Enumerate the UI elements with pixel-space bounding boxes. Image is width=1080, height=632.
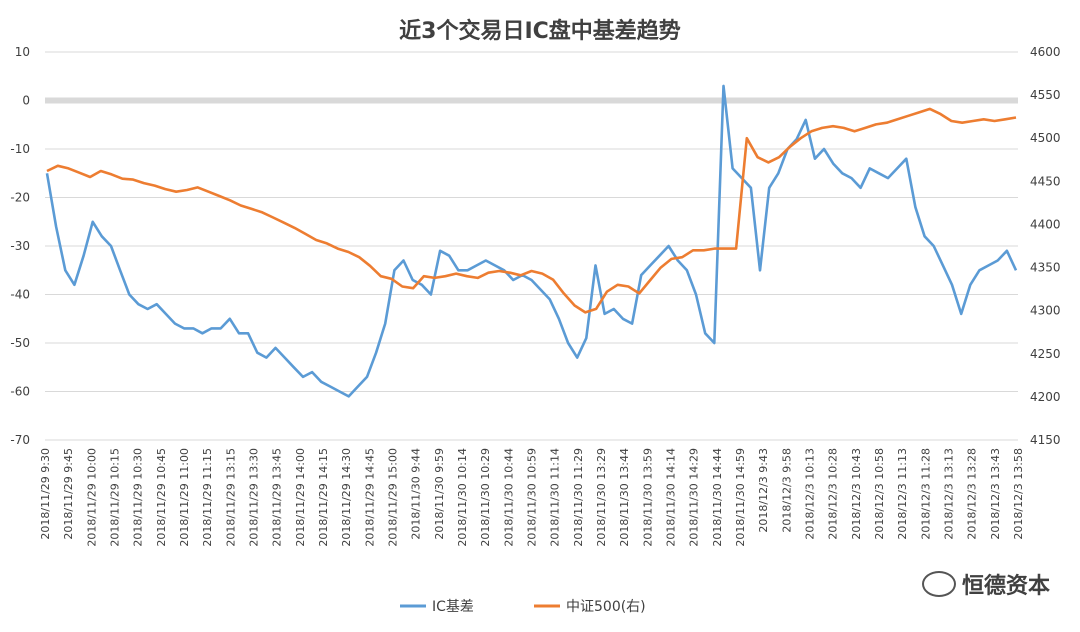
y-right-tick-2: 4500 xyxy=(1030,131,1061,145)
x-tick-label-42: 2018/12/3 13:58 xyxy=(1012,448,1025,540)
y-right-tick-0: 4600 xyxy=(1030,45,1061,59)
wechat-moments-icon xyxy=(921,571,956,597)
x-axis: 2018/11/29 9:30 2018/11/29 9:45 2018/11/29… xyxy=(39,448,1025,547)
y-right-tick-4: 4400 xyxy=(1030,217,1061,231)
x-tick-label-16: 2018/11/30 9:44 xyxy=(410,448,423,540)
y-left-tick-3: -20 xyxy=(10,191,30,205)
x-tick-label-22: 2018/11/30 11:14 xyxy=(549,448,562,547)
y-axis-left: 10 0 -10 -20 -30 -40 -50 -60 -70 xyxy=(10,45,30,447)
y-left-tick-1: 0 xyxy=(22,94,30,108)
chart-title: 近3个交易日IC盘中基差趋势 xyxy=(399,18,681,44)
x-tick-label-25: 2018/11/30 13:44 xyxy=(618,448,631,547)
x-tick-label-21: 2018/11/30 10:59 xyxy=(526,448,539,547)
series-lines xyxy=(45,84,1018,398)
x-tick-label-12: 2018/11/29 14:15 xyxy=(317,448,330,547)
y-right-tick-6: 4300 xyxy=(1030,304,1061,318)
x-tick-label-33: 2018/12/3 10:13 xyxy=(804,448,817,540)
x-tick-label-34: 2018/12/3 10:28 xyxy=(827,448,840,540)
x-tick-label-18: 2018/11/30 10:14 xyxy=(456,448,469,547)
x-tick-label-6: 2018/11/29 11:00 xyxy=(178,448,191,547)
x-tick-label-15: 2018/11/29 15:00 xyxy=(387,448,400,547)
y-left-tick-8: -70 xyxy=(10,433,30,447)
x-tick-label-19: 2018/11/30 10:29 xyxy=(479,448,492,547)
x-tick-label-2: 2018/11/29 10:00 xyxy=(85,448,98,547)
x-tick-label-8: 2018/11/29 13:15 xyxy=(224,448,237,547)
legend-label-index: 中证500(右) xyxy=(566,599,646,615)
x-tick-label-0: 2018/11/29 9:30 xyxy=(39,448,52,540)
y-right-tick-1: 4550 xyxy=(1030,88,1061,102)
x-tick-label-37: 2018/12/3 11:13 xyxy=(896,448,909,540)
gridlines xyxy=(45,51,1018,441)
x-tick-label-23: 2018/11/30 11:29 xyxy=(572,448,585,547)
x-tick-label-28: 2018/11/30 14:29 xyxy=(688,448,701,547)
x-tick-label-10: 2018/11/29 13:45 xyxy=(271,448,284,547)
x-tick-label-41: 2018/12/3 13:43 xyxy=(989,448,1002,540)
x-tick-label-5: 2018/11/29 10:45 xyxy=(155,448,168,547)
x-tick-label-20: 2018/11/30 10:44 xyxy=(502,448,515,547)
x-tick-label-30: 2018/11/30 14:59 xyxy=(734,448,747,547)
x-tick-label-32: 2018/12/3 9:58 xyxy=(780,448,793,533)
x-tick-label-31: 2018/12/3 9:43 xyxy=(757,448,770,533)
x-tick-label-26: 2018/11/30 13:59 xyxy=(641,448,654,547)
y-left-tick-6: -50 xyxy=(10,336,30,350)
y-right-tick-8: 4200 xyxy=(1030,390,1061,404)
x-tick-label-40: 2018/12/3 13:28 xyxy=(966,448,979,540)
x-tick-label-9: 2018/11/29 13:30 xyxy=(248,448,261,547)
legend-label-basis: IC基差 xyxy=(432,598,474,615)
x-tick-label-1: 2018/11/29 9:45 xyxy=(62,448,75,540)
watermark-text: 恒德资本 xyxy=(961,574,1050,599)
y-right-tick-9: 4150 xyxy=(1030,433,1061,447)
series-line-0 xyxy=(45,84,1018,398)
x-tick-label-27: 2018/11/30 14:14 xyxy=(665,448,678,547)
legend: IC基差 中证500(右) xyxy=(400,598,646,615)
x-tick-label-7: 2018/11/29 11:15 xyxy=(201,448,214,547)
y-right-tick-5: 4350 xyxy=(1030,261,1061,275)
x-tick-label-35: 2018/12/3 10:43 xyxy=(850,448,863,540)
x-tick-label-24: 2018/11/30 13:29 xyxy=(595,448,608,547)
x-tick-label-38: 2018/12/3 11:28 xyxy=(919,448,932,540)
y-right-tick-7: 4250 xyxy=(1030,347,1061,361)
y-axis-right: 4600 4550 4500 4450 4400 4350 4300 4250 4200 4150 xyxy=(1030,45,1061,447)
x-tick-label-29: 2018/11/30 14:44 xyxy=(711,448,724,547)
zero-band xyxy=(45,97,1018,104)
x-tick-label-36: 2018/12/3 10:58 xyxy=(873,448,886,540)
x-tick-label-11: 2018/11/29 14:00 xyxy=(294,448,307,547)
watermark: 恒德资本 xyxy=(921,568,1050,600)
y-left-tick-4: -30 xyxy=(10,239,30,253)
y-left-tick-2: -10 xyxy=(10,142,30,156)
x-tick-label-3: 2018/11/29 10:15 xyxy=(109,448,122,547)
x-tick-label-14: 2018/11/29 14:45 xyxy=(363,448,376,547)
x-tick-label-17: 2018/11/30 9:59 xyxy=(433,448,446,540)
y-left-tick-0: 10 xyxy=(15,45,30,59)
series-line-1 xyxy=(46,107,1017,314)
x-tick-label-13: 2018/11/29 14:30 xyxy=(340,448,353,547)
x-tick-label-4: 2018/11/29 10:30 xyxy=(132,448,145,547)
x-tick-label-39: 2018/12/3 13:13 xyxy=(943,448,956,540)
y-right-tick-3: 4450 xyxy=(1030,174,1061,188)
y-left-tick-7: -60 xyxy=(10,385,30,399)
y-left-tick-5: -40 xyxy=(10,288,30,302)
